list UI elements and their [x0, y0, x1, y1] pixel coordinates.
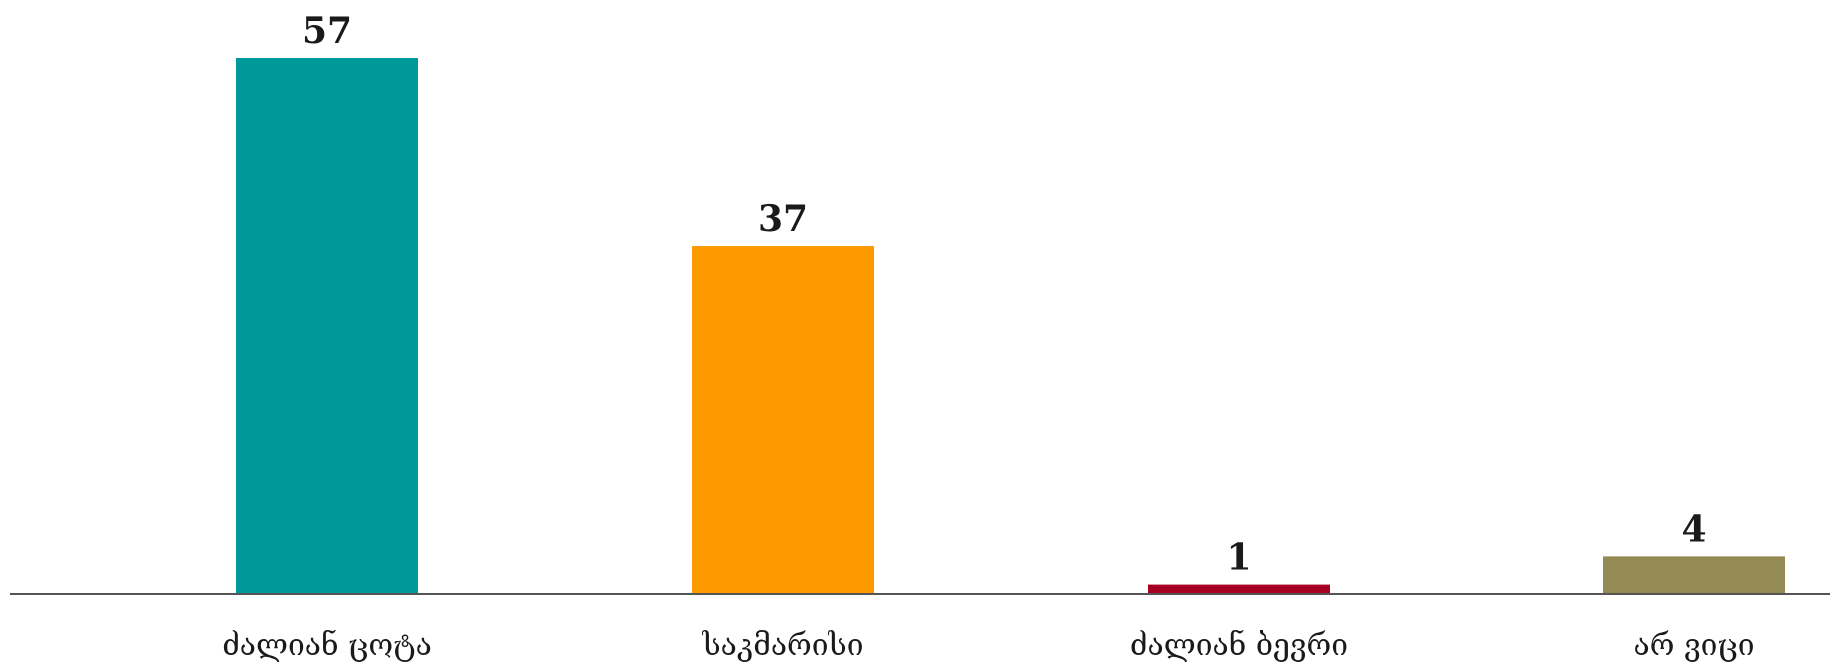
category-label-1: ძალიან ცოტა	[222, 628, 432, 663]
value-labels-group: 57 37 1 4	[302, 10, 1707, 579]
category-labels-group: ძალიან ცოტა საკმარისი ძალიან ბევრი არ ვიცი	[222, 628, 1754, 663]
value-label-2: 37	[758, 198, 808, 240]
bar-1	[236, 58, 418, 594]
bar-2	[692, 246, 874, 594]
value-label-3: 1	[1226, 537, 1251, 579]
category-label-4: არ ვიცი	[1633, 628, 1754, 663]
value-label-4: 4	[1681, 508, 1706, 550]
value-label-1: 57	[302, 10, 352, 52]
bar-4	[1603, 556, 1785, 594]
bar-3	[1148, 584, 1330, 594]
category-label-2: საკმარისი	[701, 628, 863, 663]
category-label-3: ძალიან ბევრი	[1130, 628, 1348, 663]
bars-group	[236, 58, 1785, 594]
